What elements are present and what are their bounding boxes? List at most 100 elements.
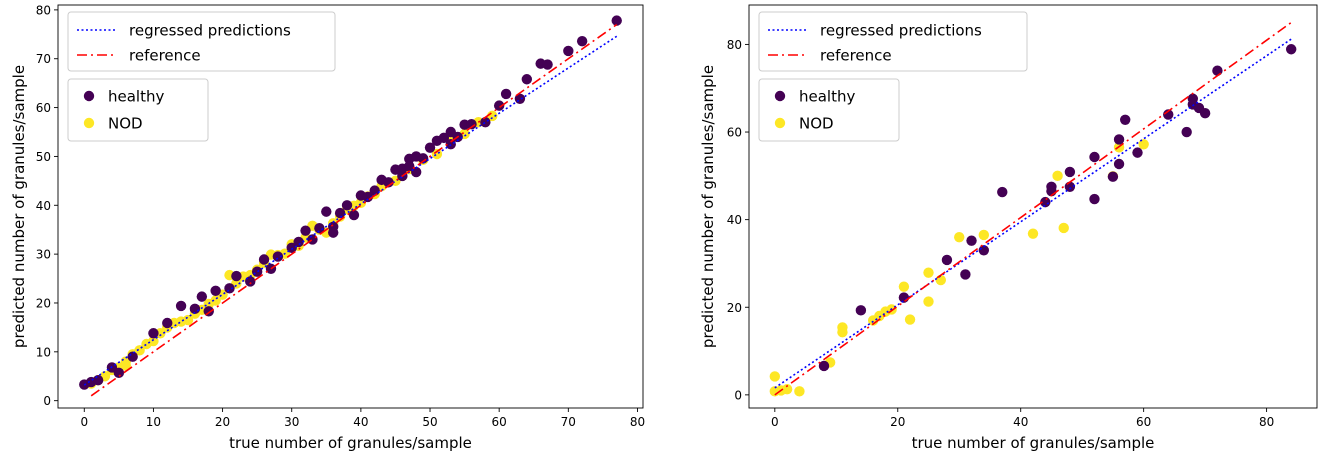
healthy-point [542,59,553,70]
y-tick-label: 70 [36,52,51,66]
nod-point [431,148,443,160]
healthy-point [348,209,360,221]
x-axis-label: true number of granules/sample [912,434,1155,452]
healthy-point [1113,134,1125,145]
nod-point [794,386,805,397]
legend-marker [774,117,786,129]
healthy-point [293,236,304,248]
x-axis-label: true number of granules/sample [229,434,472,452]
reference-line [90,23,618,397]
y-tick-label: 50 [36,150,51,164]
nod-point [210,295,221,306]
healthy-point [1089,151,1100,163]
healthy-point [210,285,221,296]
healthy-point [417,153,429,164]
x-tick-label: 40 [1013,415,1028,429]
legend-marker [83,90,95,102]
healthy-point [818,360,830,372]
healthy-point [286,242,297,253]
healthy-point [500,88,512,100]
healthy-point [1040,196,1051,208]
legend-box [67,11,336,72]
healthy-point [563,45,574,57]
nod-point [954,231,965,243]
y-tick-label: 20 [727,301,742,315]
y-tick-label: 40 [36,199,51,213]
healthy-point [314,223,325,234]
healthy-point [855,305,867,316]
healthy-point [521,74,533,85]
legend-label: NOD [799,115,834,133]
x-tick-label: 60 [492,415,507,429]
healthy-point [127,351,138,362]
y-tick-label: 20 [36,296,51,310]
healthy-point [966,235,977,246]
regression-line [774,38,1292,389]
healthy-point [1199,107,1211,119]
y-tick-label: 40 [727,213,742,227]
healthy-point [410,166,422,178]
y-axis-label: predicted number of granules/sample [699,65,717,348]
healthy-point [941,254,953,266]
plot-area [769,21,1297,397]
nod-point [1058,222,1069,234]
nod-point [781,383,793,395]
healthy-point [445,139,456,150]
healthy-point [300,225,311,236]
legend-lines: regressed predictions reference [758,11,1028,72]
x-tick-label: 10 [146,415,161,429]
healthy-point [997,186,1008,198]
healthy-point [1089,193,1100,205]
healthy-point [1132,147,1143,158]
legend-label: reference [820,47,892,65]
healthy-point [1285,44,1297,55]
nod-point [182,314,194,326]
nod-point [904,314,916,325]
legend-points: healthy NOD [758,78,900,142]
nod-point [923,267,934,278]
y-axis-label: predicted number of granules/sample [10,65,28,348]
legend-box [758,78,900,142]
legend-box [758,11,1028,72]
x-tick-label: 50 [422,415,437,429]
legend-label: NOD [108,115,143,133]
nod-point [837,327,848,338]
healthy-point [438,132,450,144]
x-tick-label: 60 [1136,415,1151,429]
nod-point [120,360,131,371]
x-tick-label: 20 [215,415,230,429]
healthy-point [1107,171,1119,182]
healthy-point [175,300,187,312]
y-tick-label: 0 [734,388,742,402]
healthy-point [162,317,173,329]
healthy-point [1064,166,1076,178]
legend-label: healthy [108,88,164,106]
x-tick-label: 30 [284,415,299,429]
healthy-point [148,328,159,339]
x-tick-label: 0 [771,415,779,429]
healthy-point [480,117,491,128]
legend-label: regressed predictions [820,22,982,40]
legend-marker [774,90,786,102]
nod-point [923,296,934,307]
healthy-point [466,118,477,130]
plot-area [79,15,622,397]
healthy-point [611,15,622,26]
healthy-point [321,206,332,217]
nod-point [1052,170,1063,182]
x-tick-label: 70 [561,415,576,429]
legend-label: reference [129,47,201,65]
healthy-point [576,35,588,47]
x-tick-label: 80 [630,415,645,429]
healthy-point [1120,114,1131,125]
legend-marker [83,117,95,129]
reference-line [774,21,1292,396]
legend-box [67,78,209,142]
healthy-point [369,185,380,196]
x-tick-label: 80 [1259,415,1274,429]
y-tick-label: 30 [36,248,51,262]
healthy-point [203,306,214,317]
nod-point [978,229,990,241]
nod-point [1138,139,1149,150]
